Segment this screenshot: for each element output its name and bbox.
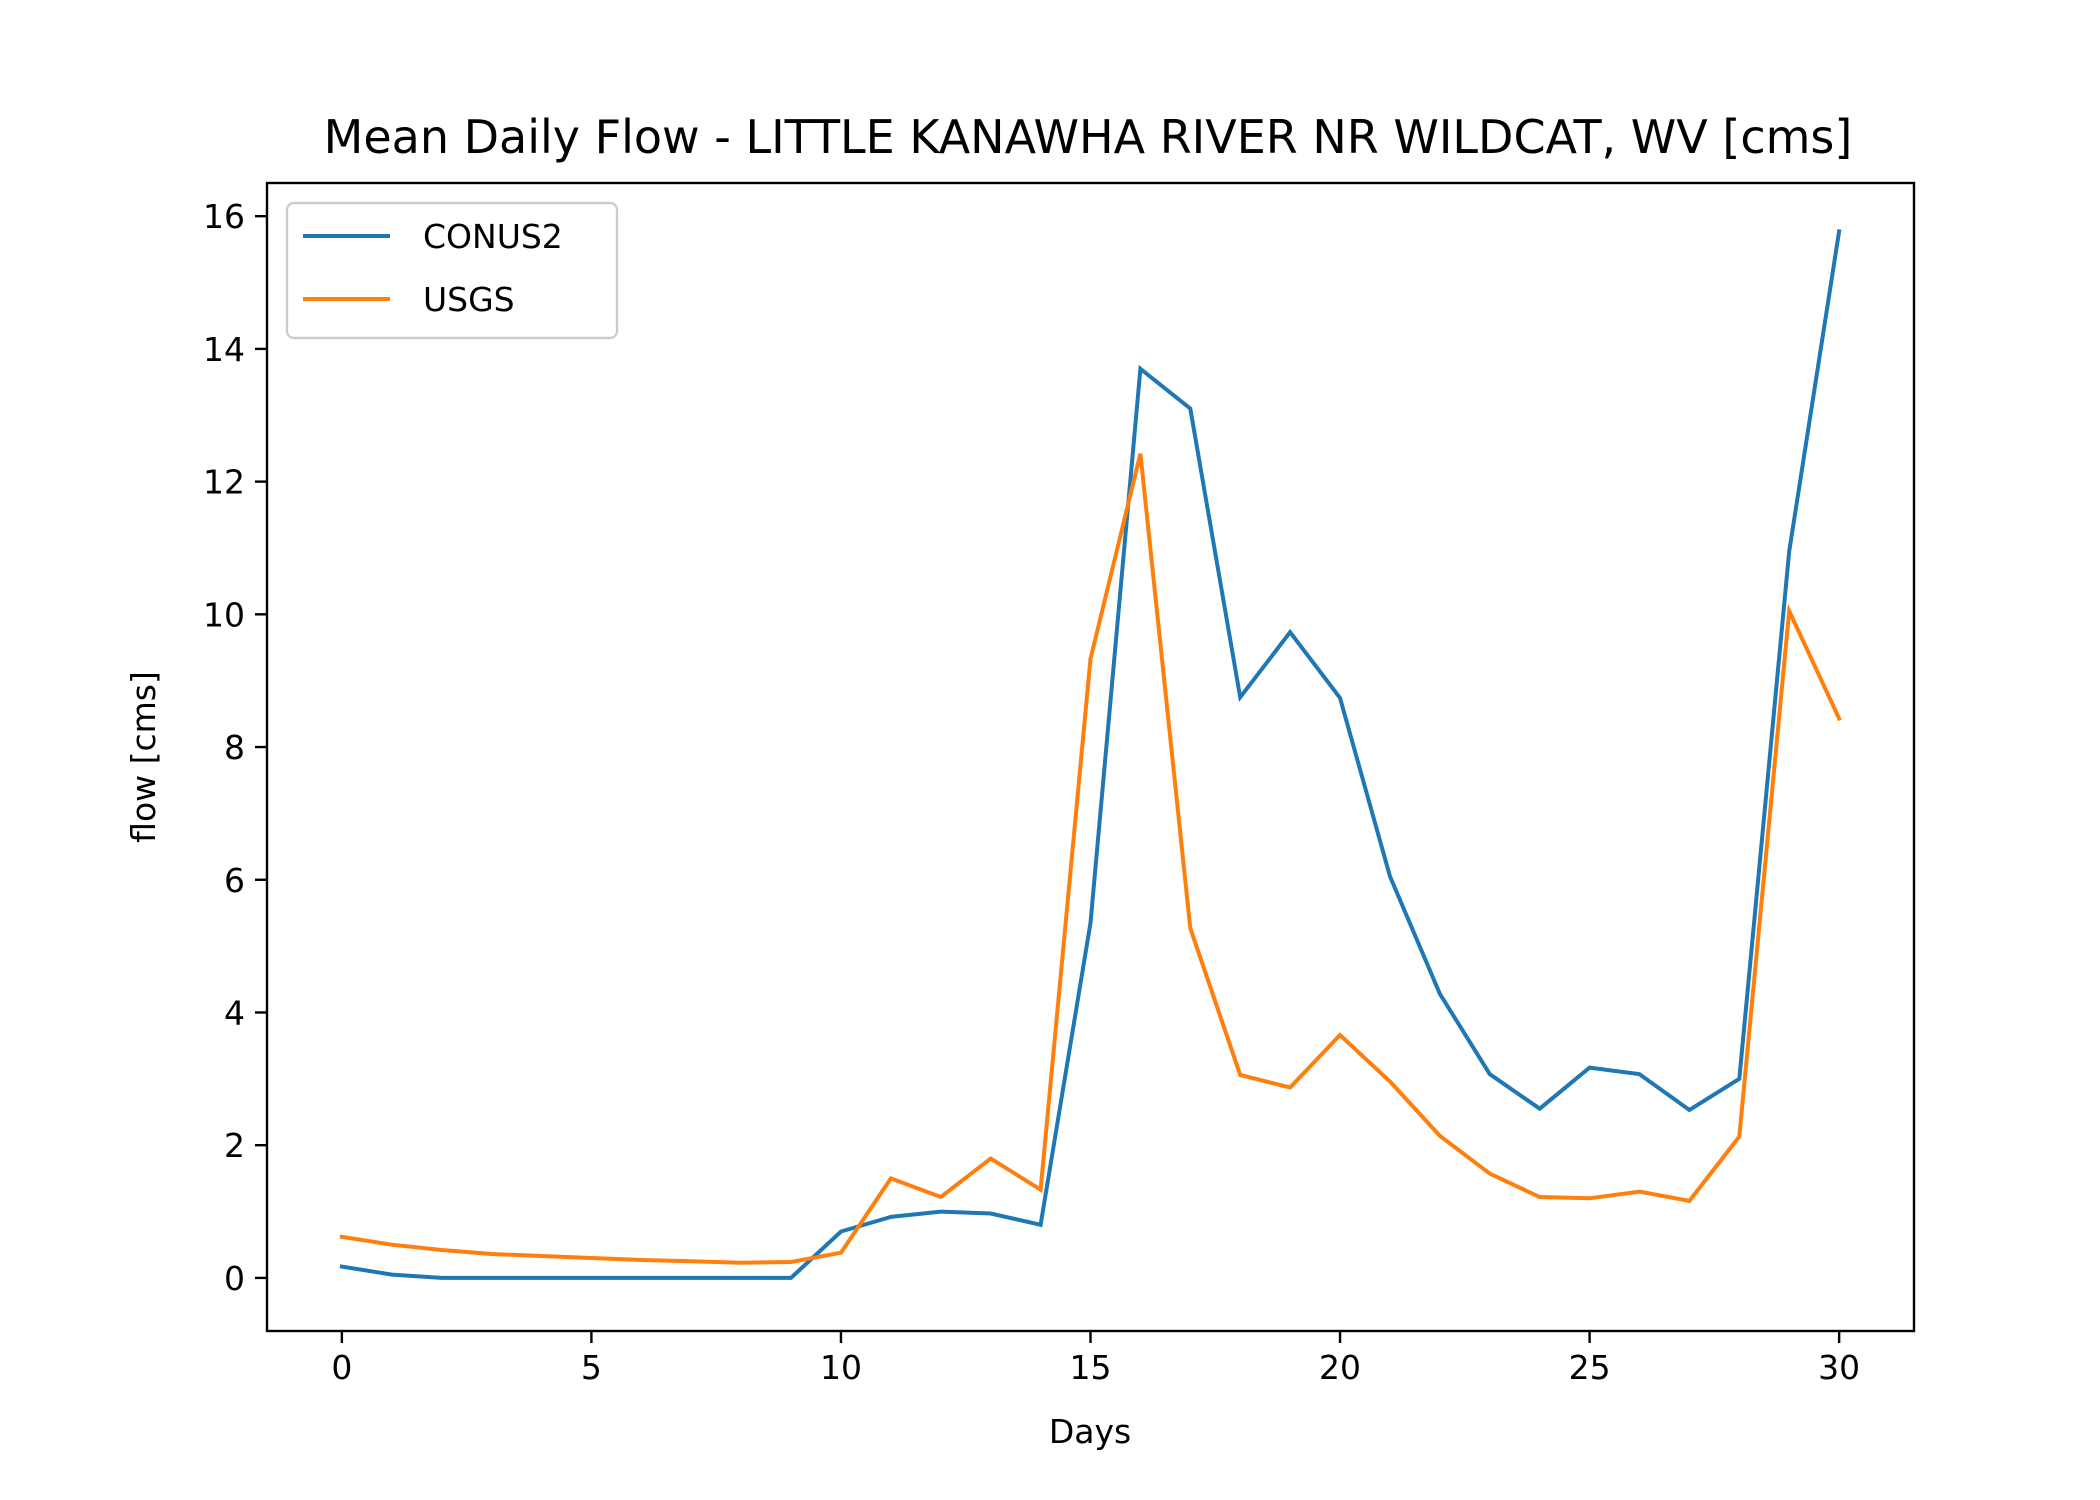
x-axis: 0 5 10 15 20 25 30 [331, 1331, 1860, 1387]
y-tick-label: 14 [203, 330, 245, 369]
y-tick-label: 4 [224, 993, 245, 1032]
y-axis-label: flow [cms] [124, 671, 163, 843]
legend-label-usgs: USGS [423, 280, 515, 319]
y-tick-label: 8 [224, 728, 245, 767]
y-tick-label: 0 [224, 1259, 245, 1298]
x-axis-label: Days [1049, 1412, 1131, 1451]
y-tick-label: 6 [224, 861, 245, 900]
series-line-usgs [339, 453, 1842, 1265]
x-tick-label: 15 [1070, 1348, 1112, 1387]
x-tick-label: 10 [820, 1348, 862, 1387]
y-tick-label: 12 [203, 463, 245, 502]
y-axis: 0 2 4 6 8 10 12 14 16 [203, 197, 267, 1298]
legend: CONUS2 USGS [285, 201, 619, 340]
x-tick-label: 0 [331, 1348, 352, 1387]
x-tick-label: 25 [1569, 1348, 1611, 1387]
series-line-conus2 [339, 229, 1842, 1280]
series-layer [339, 229, 1842, 1280]
x-tick-label: 20 [1319, 1348, 1361, 1387]
y-tick-label: 10 [203, 595, 245, 634]
y-tick-label: 2 [224, 1126, 245, 1165]
y-tick-label: 16 [203, 197, 245, 236]
legend-label-conus2: CONUS2 [423, 217, 563, 256]
plot-area [267, 183, 1914, 1331]
chart-title: Mean Daily Flow - LITTLE KANAWHA RIVER N… [324, 110, 1853, 164]
x-tick-label: 5 [581, 1348, 602, 1387]
x-tick-label: 30 [1818, 1348, 1860, 1387]
